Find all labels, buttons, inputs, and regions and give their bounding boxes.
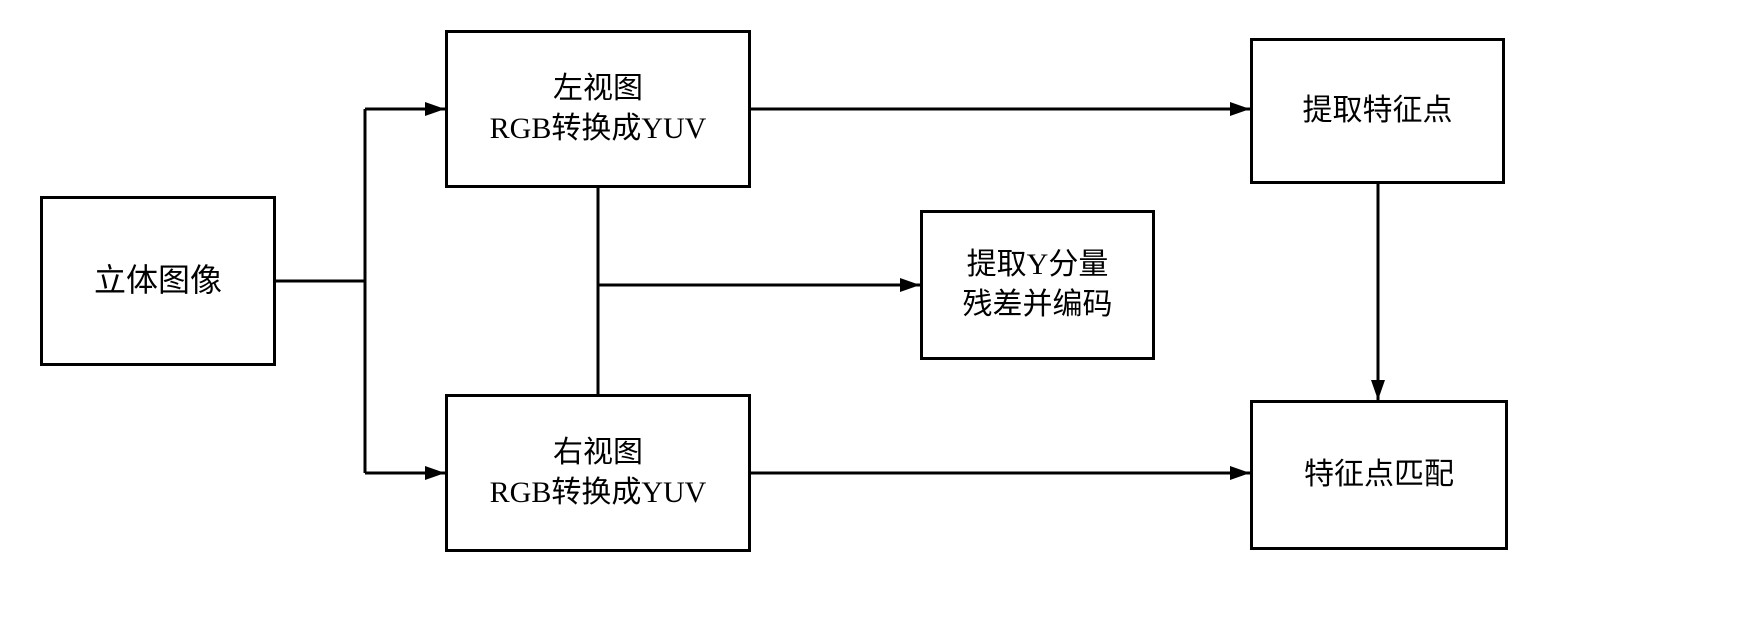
diagram-canvas: 立体图像 左视图 RGB转换成YUV 右视图 RGB转换成YUV 提取Y分量 残… <box>0 0 1753 637</box>
node-y-residual: 提取Y分量 残差并编码 <box>920 210 1155 360</box>
node-left-view: 左视图 RGB转换成YUV <box>445 30 751 188</box>
node-stereo-image: 立体图像 <box>40 196 276 366</box>
node-label: 残差并编码 <box>963 285 1113 326</box>
node-right-view: 右视图 RGB转换成YUV <box>445 394 751 552</box>
node-label: 立体图像 <box>94 259 222 302</box>
node-label: 右视图 <box>553 433 643 474</box>
node-label: 特征点匹配 <box>1304 455 1454 496</box>
node-label: 提取特征点 <box>1303 91 1453 132</box>
node-match-features: 特征点匹配 <box>1250 400 1508 550</box>
node-label: 提取Y分量 <box>967 245 1109 286</box>
node-label: RGB转换成YUV <box>490 473 707 514</box>
node-label: RGB转换成YUV <box>490 109 707 150</box>
node-label: 左视图 <box>553 69 643 110</box>
node-extract-features: 提取特征点 <box>1250 38 1505 184</box>
